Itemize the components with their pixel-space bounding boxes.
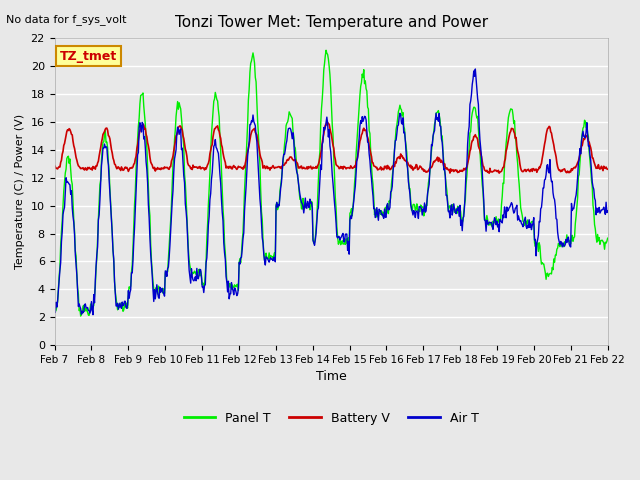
Air T	[61, 204, 68, 210]
Battery V	[415, 165, 423, 171]
Panel T	[322, 48, 330, 53]
Panel T	[118, 303, 126, 309]
Battery V	[485, 170, 493, 176]
Y-axis label: Temperature (C) / Power (V): Temperature (C) / Power (V)	[15, 114, 25, 269]
Air T	[175, 127, 182, 133]
Battery V	[61, 141, 68, 146]
Battery V	[203, 164, 211, 170]
Panel T	[416, 209, 424, 215]
Line: Panel T: Panel T	[54, 50, 607, 316]
Title: Tonzi Tower Met: Temperature and Power: Tonzi Tower Met: Temperature and Power	[175, 15, 488, 30]
Panel T	[204, 221, 211, 227]
X-axis label: Time: Time	[316, 371, 346, 384]
Air T	[51, 306, 58, 312]
Air T	[604, 208, 611, 214]
Air T	[399, 115, 407, 121]
Line: Battery V: Battery V	[54, 122, 607, 173]
Air T	[89, 312, 97, 318]
Battery V	[51, 163, 58, 168]
Battery V	[118, 164, 125, 170]
Panel T	[604, 235, 611, 241]
Battery V	[399, 156, 407, 161]
Air T	[118, 299, 126, 305]
Panel T	[400, 123, 408, 129]
Text: TZ_tmet: TZ_tmet	[60, 49, 117, 62]
Legend: Panel T, Battery V, Air T: Panel T, Battery V, Air T	[179, 407, 483, 430]
Battery V	[174, 129, 182, 135]
Panel T	[61, 180, 68, 185]
Battery V	[604, 166, 611, 172]
Panel T	[77, 313, 84, 319]
Air T	[472, 66, 479, 72]
Air T	[204, 241, 211, 247]
Text: No data for f_sys_volt: No data for f_sys_volt	[6, 14, 127, 25]
Air T	[415, 204, 423, 209]
Panel T	[175, 107, 182, 112]
Panel T	[51, 303, 58, 309]
Line: Air T: Air T	[54, 69, 607, 315]
Battery V	[324, 120, 332, 125]
